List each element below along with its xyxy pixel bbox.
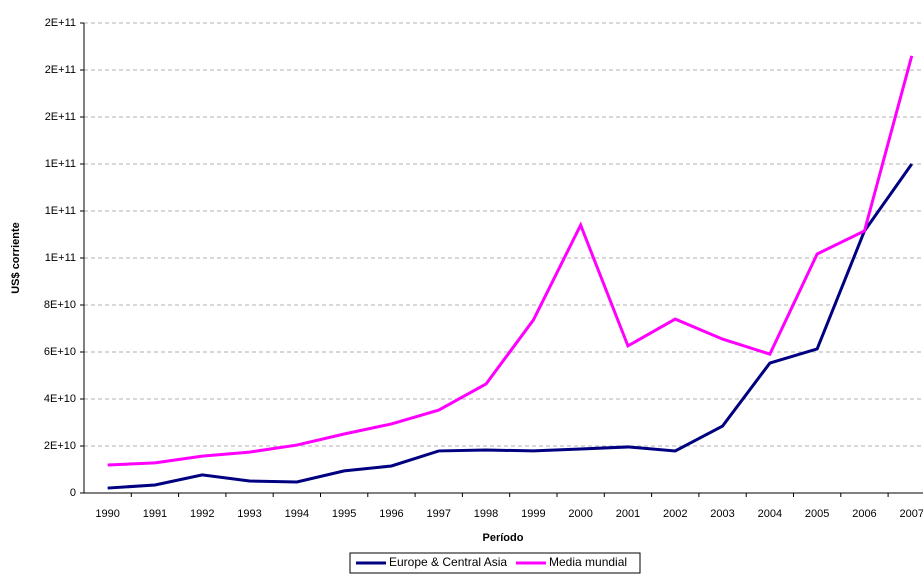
y-axis-label: US$ corriente <box>10 222 22 294</box>
x-tick-label: 1997 <box>427 508 451 520</box>
y-tick-label: 2E+11 <box>45 111 76 123</box>
y-tick-label: 0 <box>70 487 76 499</box>
y-tick-label: 2E+10 <box>44 440 76 452</box>
series-line <box>107 55 914 467</box>
y-tick-label: 2E+11 <box>45 64 76 76</box>
y-tick-label: 1E+11 <box>45 205 76 217</box>
x-tick-label: 2007 <box>900 508 923 520</box>
x-tick-label: 1992 <box>190 508 214 520</box>
x-axis-label: Período <box>483 532 524 544</box>
x-tick-label: 2004 <box>758 508 782 520</box>
y-tick-label: 1E+11 <box>45 158 76 170</box>
x-tick-label: 1990 <box>95 508 119 520</box>
x-tick-label: 1995 <box>332 508 356 520</box>
x-tick-label: 1999 <box>521 508 545 520</box>
x-tick-label: 1993 <box>237 508 261 520</box>
y-tick-label: 4E+10 <box>44 393 76 405</box>
y-tick-label: 2E+11 <box>45 17 76 29</box>
x-tick-label: 1998 <box>474 508 498 520</box>
x-tick-label: 2000 <box>568 508 592 520</box>
x-tick-label: 2003 <box>710 508 734 520</box>
series-line <box>107 163 913 490</box>
y-tick-label: 6E+10 <box>44 346 76 358</box>
x-tick-label: 1996 <box>379 508 403 520</box>
x-tick-label: 2005 <box>805 508 829 520</box>
y-tick-label: 8E+10 <box>44 299 76 311</box>
x-tick-label: 2006 <box>852 508 876 520</box>
x-tick-label: 1991 <box>143 508 167 520</box>
legend-label: Europe & Central Asia <box>389 555 507 569</box>
x-tick-label: 2001 <box>616 508 640 520</box>
x-tick-label: 1994 <box>285 508 309 520</box>
legend-box <box>349 552 641 574</box>
x-tick-label: 2002 <box>663 508 687 520</box>
y-tick-label: 1E+11 <box>45 252 76 264</box>
legend-label: Media mundial <box>549 555 627 569</box>
